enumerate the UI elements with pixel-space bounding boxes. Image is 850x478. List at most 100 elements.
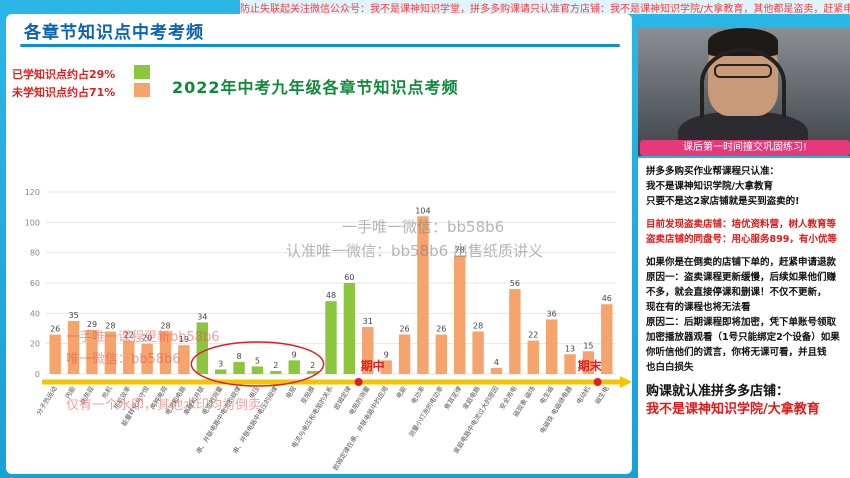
y-tick-label: 80 xyxy=(30,249,40,258)
y-tick-label: 40 xyxy=(30,309,40,318)
y-tick-label: 0 xyxy=(35,370,40,379)
bar xyxy=(123,340,135,374)
x-category-label: 变阻器 xyxy=(298,384,316,406)
bar xyxy=(159,331,172,374)
bar-value-label: 2 xyxy=(273,361,278,370)
bar-value-label: 9 xyxy=(292,350,297,359)
side-line-1: 拼多多购买作业帮课程只认准： xyxy=(646,166,780,177)
bar-value-label: 13 xyxy=(565,344,575,353)
bar xyxy=(251,366,264,374)
bar-value-label: 15 xyxy=(583,341,593,350)
bar-value-label: 48 xyxy=(326,291,336,300)
bar xyxy=(196,322,208,374)
y-tick-label: 20 xyxy=(30,340,40,349)
slide: 各章节知识点中考考频 已学知识点约占29% 未学知识点约占71% 2022年中考… xyxy=(6,14,632,474)
bar-value-label: 26 xyxy=(399,325,409,334)
bar-value-label: 4 xyxy=(494,358,499,367)
bar-value-label: 22 xyxy=(528,331,538,340)
x-category-label: 磁生电 xyxy=(593,384,611,406)
bar xyxy=(86,330,98,374)
title-underline xyxy=(20,44,620,47)
bar-value-label: 26 xyxy=(436,325,446,334)
bar-value-label: 78 xyxy=(455,246,465,255)
bar xyxy=(49,334,61,374)
watermark-2: 认准唯一微信：bb58b6 出售纸质讲义 xyxy=(286,242,543,260)
x-category-label: 电生磁 xyxy=(537,384,555,406)
x-category-label: 电动机 xyxy=(574,384,592,406)
bar xyxy=(582,351,595,374)
slide-title: 各章节知识点中考考频 xyxy=(24,23,204,43)
bar-value-label: 104 xyxy=(415,206,430,215)
top-banner-text: 防止失联起关注微信公众号：我不是课神知识学堂，拼多多购课请只认准官方店铺：我不是… xyxy=(240,0,850,14)
y-tick-label: 100 xyxy=(25,218,40,227)
bar-value-label: 46 xyxy=(602,294,612,303)
bar xyxy=(509,289,521,374)
x-axis-arrow-icon xyxy=(620,376,632,388)
side-line-11: 加密播放器观看（1号只能绑定2个设备）如果 xyxy=(646,332,840,343)
bar-value-label: 3 xyxy=(218,359,223,368)
bar xyxy=(380,360,392,374)
side-line-2: 我不是课神知识学院/大拿教育 xyxy=(646,181,773,192)
bar xyxy=(288,360,300,374)
bar xyxy=(490,367,503,374)
x-category-label: 分子热运动 xyxy=(34,384,59,417)
bar-value-label: 9 xyxy=(384,350,389,359)
final-term-marker-icon xyxy=(593,378,602,386)
side-panel: 拼多多购买作业帮课程只认准： 我不是课神知识学院/大拿教育 只要不是这2家店铺就… xyxy=(638,158,850,478)
final-term-label: 期末 xyxy=(578,358,603,373)
bar xyxy=(67,320,80,374)
webcam-video xyxy=(638,28,850,156)
bar xyxy=(270,370,282,374)
bar-value-label: 22 xyxy=(124,331,134,340)
x-category-label: 电磁铁 电磁继电器 xyxy=(537,384,574,435)
legend-unlearned-label: 未学知识点约占71% xyxy=(12,86,116,99)
y-tick-label: 120 xyxy=(25,188,40,197)
chart-title: 2022年中考九年级各章节知识点考频 xyxy=(172,78,459,97)
mid-term-marker-icon xyxy=(354,378,363,386)
x-category-label: 电功率 xyxy=(409,384,427,406)
side-line-10: 原因二：后期课程即将加密，凭下单账号领取 xyxy=(646,317,837,328)
legend-learned-label: 已学知识点约占29% xyxy=(12,68,116,81)
mid-term-label: 期中 xyxy=(361,358,385,373)
bar xyxy=(178,345,190,374)
side-line-4: 目前发现盗卖店铺：培优资料营，树人教育等 xyxy=(646,219,837,230)
bar xyxy=(325,301,337,374)
bar xyxy=(564,354,576,374)
bar-value-label: 35 xyxy=(68,311,78,320)
webcam-caption: 课后第一时间撞交巩固练习! xyxy=(640,140,850,156)
side-line-6: 如果你是在倒卖的店铺下单的，赶紧申请退款 xyxy=(646,257,837,268)
bar-value-label: 28 xyxy=(105,322,115,331)
bar xyxy=(362,326,374,374)
bar-value-label: 31 xyxy=(363,317,373,326)
legend-unlearned-swatch xyxy=(134,83,150,97)
bar xyxy=(104,331,117,374)
watermark-1: 一手唯一微信：bb58b6 xyxy=(342,218,505,236)
side-line-15: 我不是课神知识学院/大拿教育 xyxy=(646,402,820,417)
bar xyxy=(545,319,558,374)
bar xyxy=(306,370,319,374)
bar-value-label: 8 xyxy=(237,352,242,361)
bar-value-label: 5 xyxy=(255,356,260,365)
side-line-9: 现在有的课程也将无法看 xyxy=(646,302,751,313)
bar-value-label: 28 xyxy=(160,322,170,331)
side-line-3: 只要不是这2家店铺就是买到盗卖的! xyxy=(646,196,800,207)
watermark-5: 仅有一个水印，其他水印均为倒卖 xyxy=(66,398,262,413)
bar xyxy=(435,334,448,374)
watermark-3: 一手唯一课程更新bb58b6 xyxy=(66,330,220,345)
bar xyxy=(343,283,356,374)
bar xyxy=(233,361,245,374)
side-line-12: 你听信他们的谎言，你将无课可看，并且钱 xyxy=(646,347,827,358)
bar-value-label: 60 xyxy=(344,273,354,282)
bar-value-label: 29 xyxy=(87,320,97,329)
side-line-7: 原因一：盗卖课程更新缓慢，后续如果他们赚 xyxy=(646,272,837,283)
bar-value-label: 26 xyxy=(50,325,60,334)
bar-value-label: 20 xyxy=(142,334,152,343)
x-category-label: 测量小灯泡的电功率 xyxy=(406,384,445,439)
bar xyxy=(417,216,429,374)
x-category-label: 电阻 xyxy=(283,384,298,400)
bar-value-label: 28 xyxy=(473,322,483,331)
x-category-label: 电能 xyxy=(394,384,409,400)
bar xyxy=(601,304,613,374)
side-line-5: 盗卖店铺的同盘号：用心服务899，有小优等 xyxy=(646,234,837,245)
